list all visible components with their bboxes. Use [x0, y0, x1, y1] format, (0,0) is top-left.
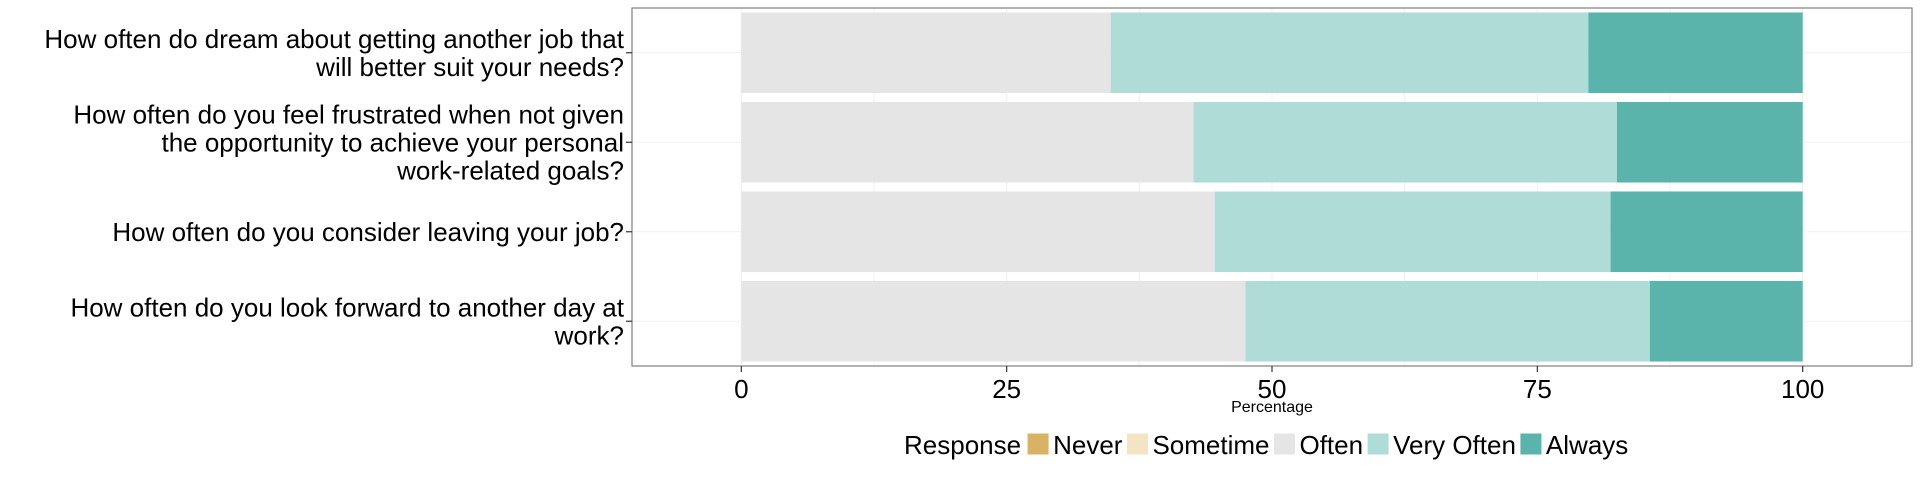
legend-key-very-often: [1366, 432, 1390, 456]
x-tick-label: 0: [734, 374, 748, 404]
legend-title: Response: [904, 430, 1021, 460]
bar-segment-always: [1649, 280, 1803, 362]
legend-key-sometime: [1125, 432, 1149, 456]
bar-segment-always: [1610, 191, 1803, 273]
x-tick-label: 25: [992, 374, 1021, 404]
bar-segment-often: [741, 101, 1194, 183]
category-label: How often do you consider leaving your j…: [112, 217, 624, 247]
bar-segment-always: [1588, 12, 1803, 94]
legend-label-never: Never: [1053, 430, 1123, 460]
category-label: work-related goals?: [396, 155, 624, 185]
category-labels: How often do dream about getting another…: [44, 24, 632, 350]
legend-key-never: [1026, 432, 1050, 456]
bar-segment-always: [1616, 101, 1803, 183]
bar-segment-often: [741, 191, 1215, 273]
legend-key-often: [1272, 432, 1296, 456]
bar-segment-very-often: [1110, 12, 1589, 94]
category-label: How often do you look forward to another…: [70, 292, 624, 322]
x-tick-label: 50: [1258, 374, 1287, 404]
bar-segment-very-often: [1245, 280, 1650, 362]
x-axis-ticks: 0 25 50 75 100: [734, 366, 1824, 404]
category-label: work?: [554, 320, 624, 350]
category-label: will better suit your needs?: [315, 52, 624, 82]
bars: [741, 12, 1803, 362]
bar-segment-very-often: [1193, 101, 1617, 183]
legend-label-sometime: Sometime: [1152, 430, 1269, 460]
legend-label-very-often: Very Often: [1393, 430, 1516, 460]
legend: Response Never Sometime Often Very Often Alwa…: [904, 430, 1628, 460]
x-axis-title: Percentage: [1231, 399, 1313, 416]
category-label: How often do you feel frustrated when no…: [73, 99, 624, 129]
legend-label-often: Often: [1299, 430, 1363, 460]
x-tick-label: 75: [1523, 374, 1552, 404]
bar-segment-often: [741, 280, 1246, 362]
legend-key-always: [1519, 432, 1543, 456]
category-label: the opportunity to achieve your personal: [161, 127, 624, 157]
x-tick-label: 100: [1781, 374, 1824, 404]
category-label: How often do dream about getting another…: [44, 24, 624, 54]
legend-label-always: Always: [1546, 430, 1628, 460]
bar-segment-very-often: [1214, 191, 1611, 273]
bar-segment-often: [741, 12, 1111, 94]
